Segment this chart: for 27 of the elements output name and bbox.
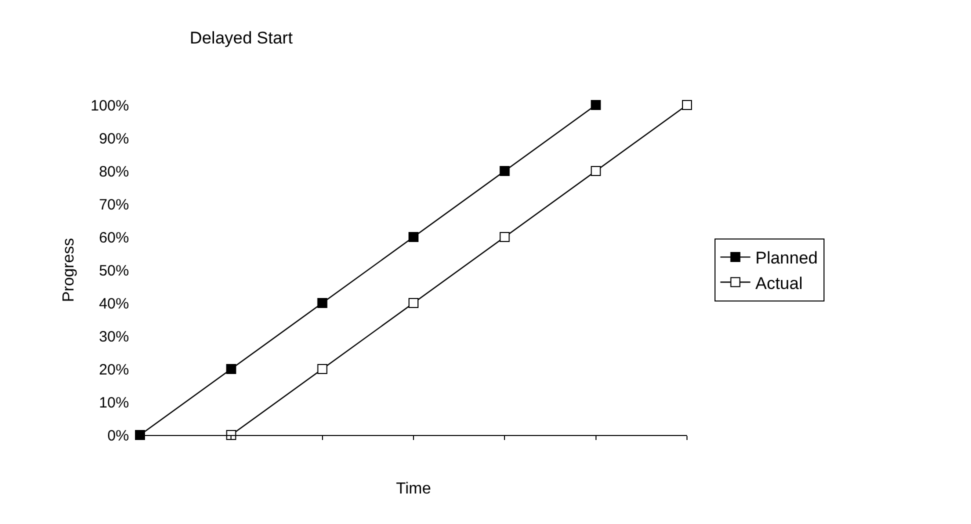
point (408, 232, 418, 242)
y-tick-label: 100% (90, 97, 129, 114)
y-tick-label: 70% (98, 196, 129, 214)
y-tick-label: 20% (98, 361, 129, 378)
point (590, 100, 601, 110)
point (590, 166, 601, 176)
y-tick-label: 40% (98, 295, 129, 312)
chart-title: Delayed Start (190, 28, 293, 48)
point (135, 430, 145, 440)
y-tick-label: 30% (98, 328, 129, 346)
y-tick-label: 50% (98, 262, 129, 280)
y-tick-label: 0% (107, 427, 129, 444)
x-axis-title: Time (396, 480, 432, 498)
point (226, 364, 236, 374)
y-tick-label: 90% (98, 130, 129, 148)
y-tick-label: 10% (98, 394, 129, 412)
point (408, 298, 418, 308)
point (317, 298, 328, 308)
y-axis-title: Progress (60, 238, 78, 302)
legend-label: Actual (755, 274, 803, 293)
point (317, 364, 328, 374)
point (682, 100, 692, 110)
y-tick-label: 80% (98, 163, 129, 180)
point (500, 232, 510, 242)
point (500, 166, 510, 176)
legend-label: Planned (755, 248, 818, 268)
y-tick-label: 60% (98, 229, 129, 246)
